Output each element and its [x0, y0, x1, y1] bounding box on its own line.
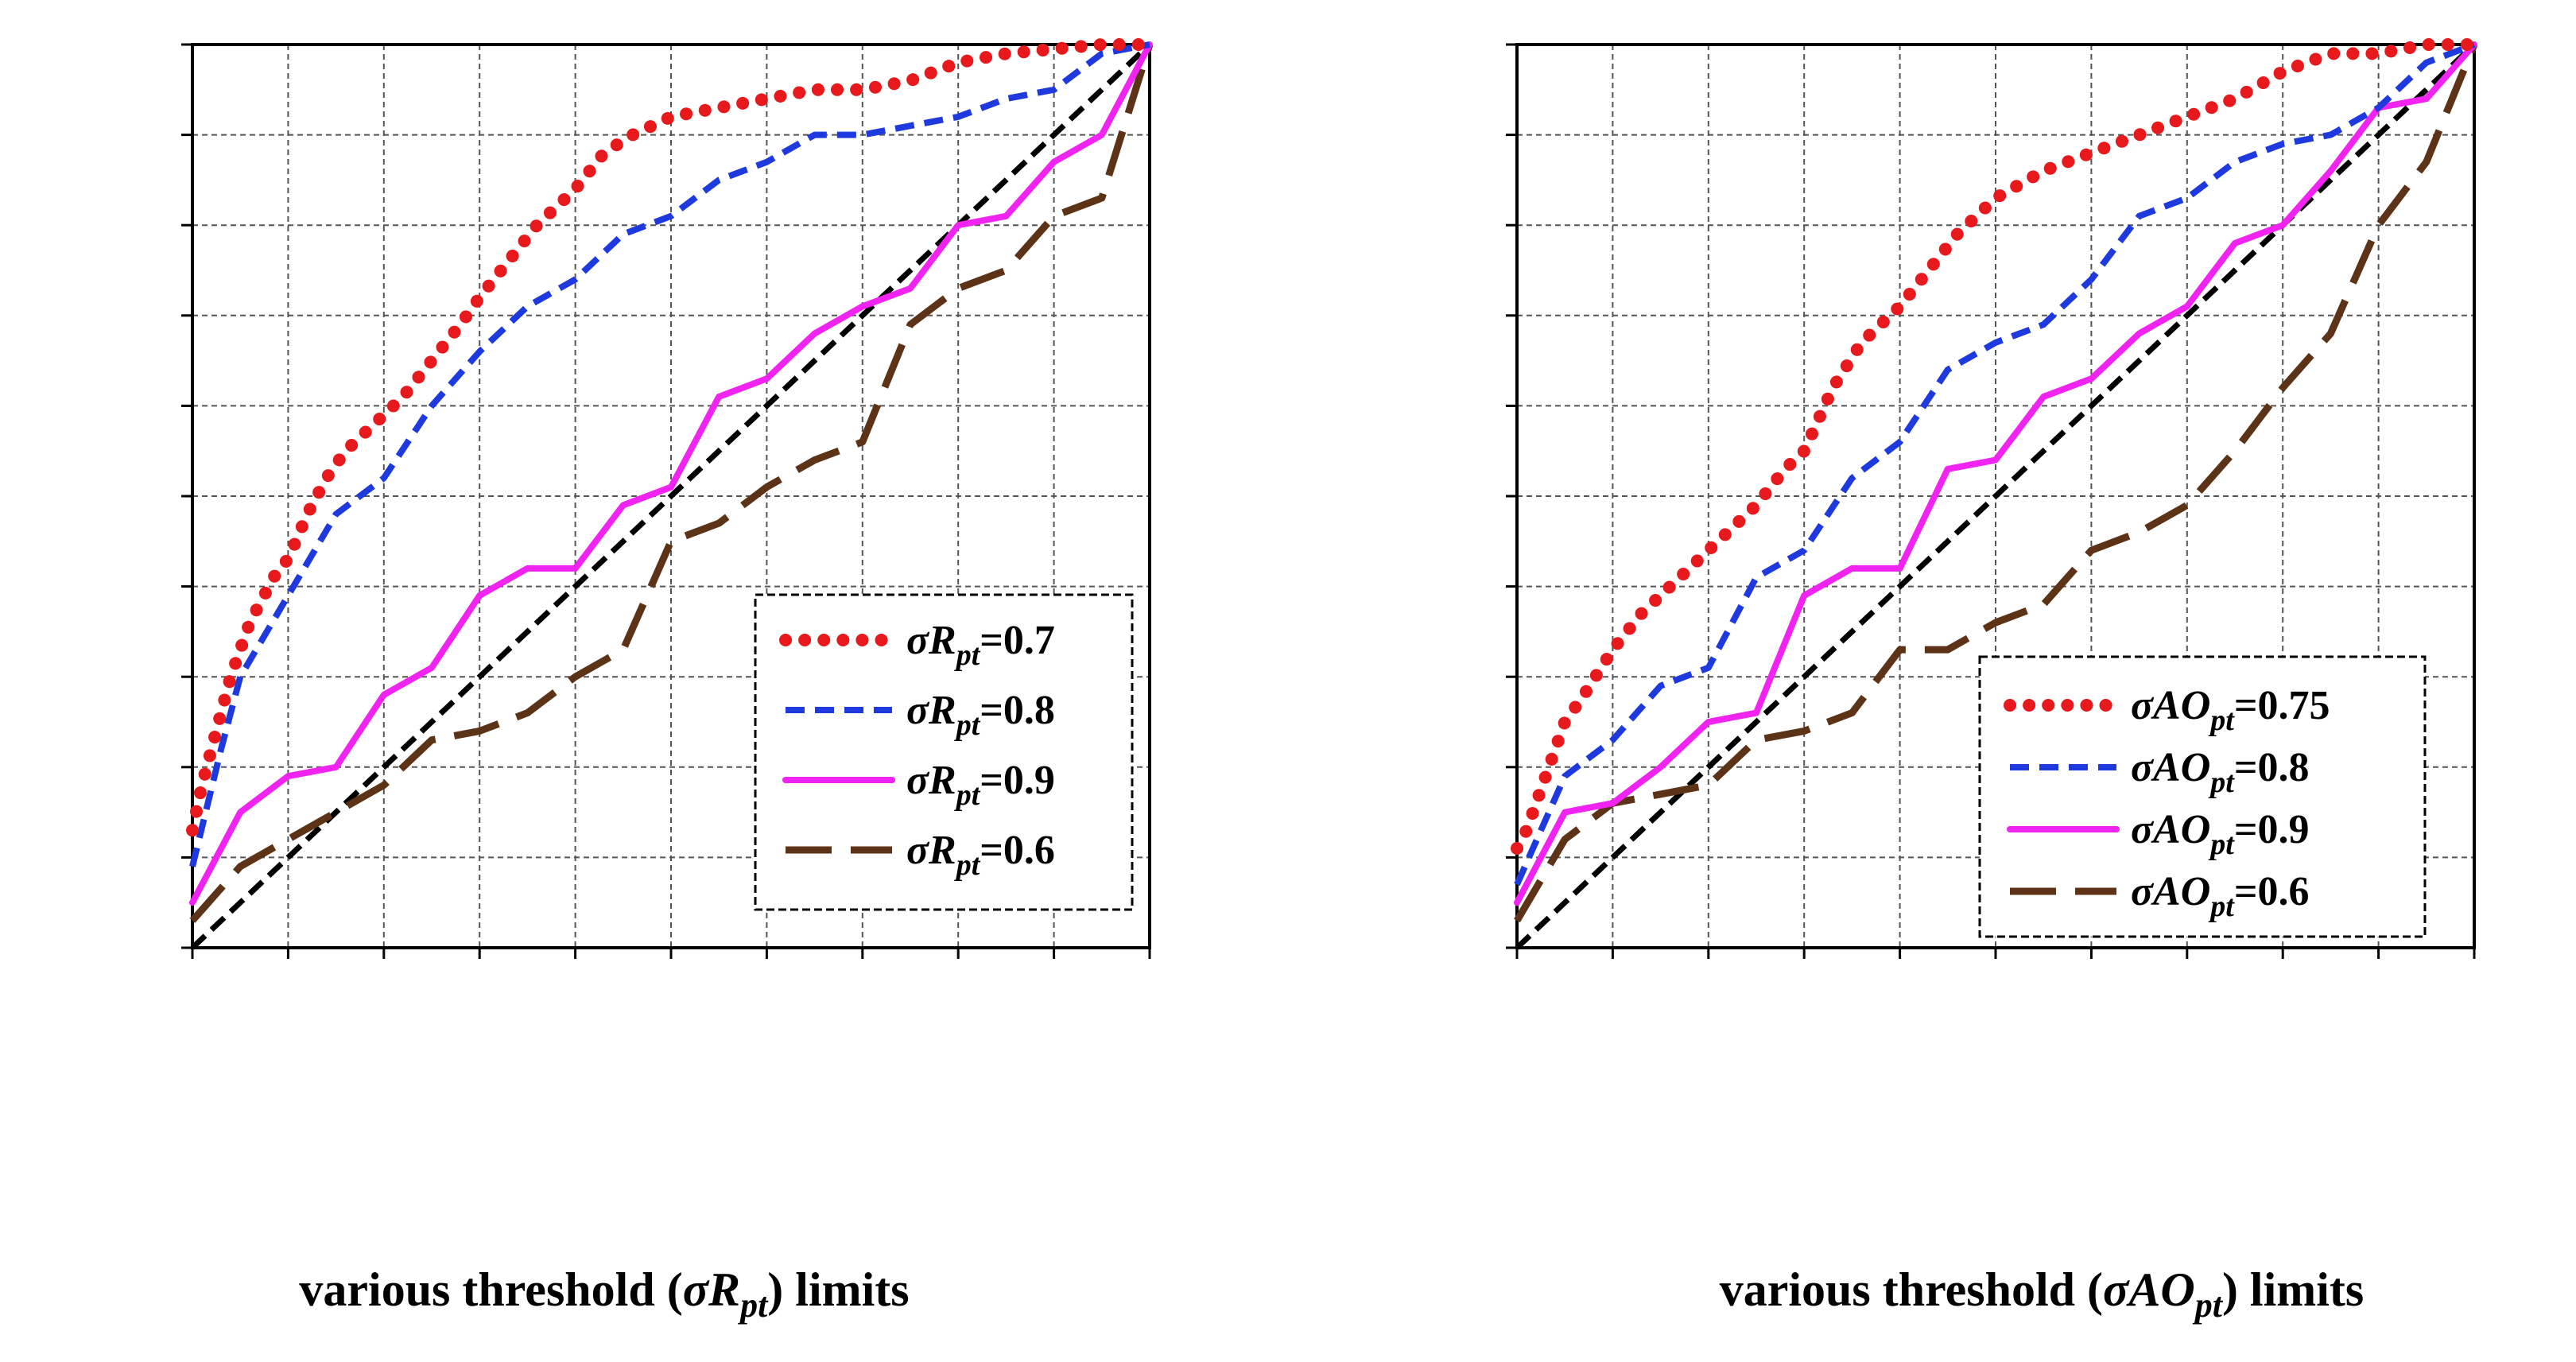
caption-text: various threshold (: [299, 1263, 682, 1316]
caption-line-2: various threshold (σRpt) limits: [299, 1263, 909, 1325]
legend-label: σRpt=0.6: [906, 828, 1055, 882]
legend-symbol: σR: [906, 688, 956, 733]
series-group: [1511, 38, 2481, 950]
legend-subscript: pt: [954, 638, 981, 672]
series-line-diag: [190, 42, 1152, 950]
caption-text: various threshold (: [1720, 1263, 2103, 1316]
legend-value: =0.6: [980, 828, 1055, 873]
caption-symbol: σR: [683, 1263, 740, 1316]
series-line-diag: [1515, 42, 2477, 950]
legend-label: σAOpt=0.8: [2131, 745, 2309, 799]
series-group: [186, 38, 1156, 950]
legend-symbol: σAO: [2131, 745, 2210, 790]
legend-subscript: pt: [2208, 766, 2235, 799]
legend-subscript: pt: [954, 708, 981, 742]
series-line-longdash: [1514, 43, 2478, 923]
legend-subscript: pt: [2208, 704, 2235, 737]
legend-symbol: σR: [906, 758, 956, 803]
legend-label: σAOpt=0.9: [2131, 807, 2309, 861]
caption-subscript: pt: [737, 1286, 769, 1325]
caption-subscript: pt: [2192, 1286, 2224, 1325]
series-line-longdash: [189, 43, 1154, 923]
legend-label: σAOpt=0.75: [2131, 683, 2330, 737]
legend-value: =0.9: [2234, 807, 2310, 852]
legend-symbol: σR: [906, 618, 956, 663]
roc-panel-1: σAOpt=0.75σAOpt=0.8σAOpt=0.9σAOpt=0.6var…: [1506, 38, 2481, 1325]
legend-subscript: pt: [954, 778, 981, 812]
legend-value: =0.6: [2234, 869, 2310, 914]
series-line-dotted: [1511, 38, 2481, 855]
series-line-dashed: [1514, 41, 2476, 887]
legend-label: σRpt=0.8: [906, 688, 1055, 742]
caption-text: ) limits: [767, 1263, 909, 1316]
legend-value: =0.7: [980, 618, 1055, 663]
legend-value: =0.8: [2234, 745, 2310, 790]
legend-subscript: pt: [2208, 890, 2235, 923]
legend-value: =0.75: [2234, 683, 2330, 728]
legend-box: [754, 593, 1134, 911]
legend-label: σRpt=0.9: [906, 758, 1055, 812]
series-line-dashed: [189, 41, 1150, 867]
caption-line-2: various threshold (σAOpt) limits: [1720, 1263, 2365, 1325]
caption-text: ) limits: [2222, 1263, 2364, 1316]
caption-symbol: σAO: [2103, 1263, 2195, 1316]
legend-label: σAOpt=0.6: [2131, 869, 2309, 923]
legend-label: σRpt=0.7: [906, 618, 1055, 672]
series-line-solid: [1514, 41, 2477, 906]
legend-value: =0.8: [980, 688, 1055, 733]
legend-subscript: pt: [954, 848, 981, 882]
legend-value: =0.9: [980, 758, 1055, 803]
legend-symbol: σAO: [2131, 869, 2210, 914]
roc-panel-0: σRpt=0.7σRpt=0.8σRpt=0.9σRpt=0.6various …: [181, 38, 1156, 1325]
legend-subscript: pt: [2208, 828, 2235, 861]
legend-symbol: σAO: [2131, 807, 2210, 852]
legend-symbol: σR: [906, 828, 956, 873]
series-line-solid: [189, 41, 1153, 906]
legend-symbol: σAO: [2131, 683, 2210, 728]
series-line-dotted: [186, 38, 1156, 837]
